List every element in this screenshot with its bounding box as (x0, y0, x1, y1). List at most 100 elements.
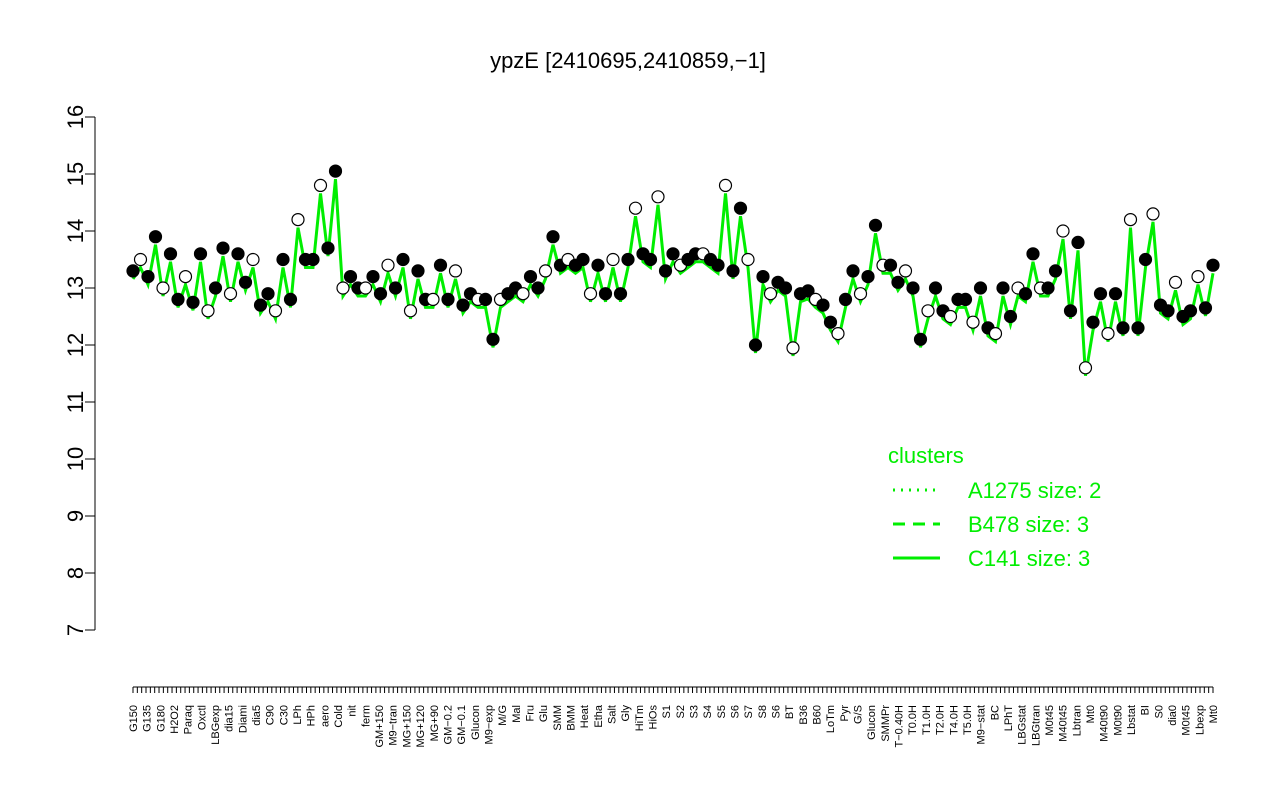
x-tick-label: C30 (278, 705, 290, 725)
data-point (898, 264, 913, 278)
data-point (748, 338, 763, 352)
x-tick-label: B60 (812, 705, 824, 725)
x-tick-label: LPh (292, 705, 304, 725)
y-axis: 7 8 9 10 11 12 13 14 15 16 (63, 105, 96, 636)
data-point (531, 281, 545, 295)
data-point (1101, 327, 1115, 341)
x-tick-label: Pyr (839, 705, 851, 722)
data-point (201, 304, 215, 318)
x-tick-label: dia15 (224, 705, 236, 732)
y-tick-label: 13 (63, 276, 88, 300)
data-point (928, 281, 943, 295)
x-tick-label: Lbtran (1071, 705, 1083, 736)
data-point (306, 252, 320, 267)
data-point (628, 201, 643, 215)
data-point (1093, 287, 1108, 301)
data-point (966, 315, 980, 329)
x-tick-label: GM+150 (374, 705, 386, 748)
y-tick-label: 10 (63, 447, 88, 471)
data-point (613, 287, 628, 301)
x-tick-label: S5 (716, 705, 728, 718)
data-point (283, 292, 298, 306)
x-tick-label: Lbexp (1194, 705, 1206, 735)
data-point (786, 341, 800, 355)
data-point (891, 275, 905, 289)
x-tick-label: dia0 (1167, 705, 1179, 726)
data-point (381, 258, 395, 272)
x-tick-label: Glucon (866, 705, 878, 740)
data-point (321, 241, 335, 255)
x-tick-label: T0.0H (907, 705, 919, 735)
data-point (193, 247, 208, 261)
data-point (778, 281, 793, 295)
data-point (726, 264, 740, 278)
x-tick-label: Diami (237, 705, 249, 733)
legend-label: A1275 size: 2 (968, 478, 1101, 503)
data-point (1123, 213, 1138, 227)
data-point (336, 281, 350, 295)
x-axis: G150 G135 G180 H2O2 Paraq Oxctl LBGexp dia15 Dia… (128, 686, 1220, 748)
x-tick-label: Gly (620, 705, 632, 722)
x-tick-label: M9−exp (483, 705, 495, 744)
legend: clusters A1275 size: 2 B478 size: 3 C141 s… (888, 443, 1101, 571)
cluster-line (131, 178, 1215, 377)
data-point (823, 315, 838, 329)
data-point (666, 247, 680, 261)
data-point (1018, 287, 1033, 301)
x-tick-label: ferm (360, 705, 372, 727)
x-tick-label: HiTm (634, 705, 646, 731)
data-point (741, 252, 755, 267)
data-point (433, 258, 448, 272)
x-tick-label: S7 (743, 705, 755, 718)
data-point (538, 264, 553, 278)
y-tick-label: 15 (63, 162, 88, 186)
legend-label: B478 size: 3 (968, 512, 1089, 537)
data-point (988, 327, 1003, 341)
x-tick-label: B36 (798, 705, 810, 725)
data-point (268, 304, 283, 318)
data-point (1026, 247, 1040, 261)
x-tick-label: Paraq (183, 705, 195, 734)
x-tick-label: BT (784, 705, 796, 719)
data-point (141, 270, 155, 284)
data-point (546, 230, 560, 244)
x-tick-label: HPh (306, 705, 318, 726)
data-point (801, 284, 815, 298)
data-point (958, 292, 973, 306)
x-tick-label: LBGexp (210, 705, 222, 745)
data-point (426, 292, 440, 306)
data-point (1063, 304, 1078, 318)
x-tick-label: M/G (497, 705, 509, 726)
y-tick-label: 8 (63, 567, 88, 579)
data-point (913, 332, 928, 346)
data-point (403, 304, 418, 318)
data-point (1048, 264, 1063, 278)
x-tick-label: Mal (511, 705, 523, 723)
data-point (651, 190, 665, 204)
data-point (1206, 258, 1220, 272)
x-tick-label: M9−tran (388, 705, 400, 746)
data-point (373, 287, 388, 301)
data-point (261, 287, 275, 301)
data-point (606, 252, 620, 267)
x-tick-label: M0t45 (1044, 705, 1056, 736)
data-point (718, 178, 733, 192)
x-tick-label: Fru (524, 705, 536, 722)
data-point (1041, 281, 1055, 295)
data-point (943, 309, 958, 324)
data-point (216, 241, 230, 255)
data-point (883, 258, 898, 272)
x-tick-label: SMMPr (880, 705, 892, 742)
x-tick-label: S2 (675, 705, 687, 718)
x-tick-label: Oxctl (196, 705, 208, 730)
data-point (1108, 287, 1123, 301)
x-tick-label: S1 (661, 705, 673, 718)
data-point (126, 264, 140, 278)
x-tick-label: C90 (265, 705, 277, 725)
x-tick-label: BC (989, 705, 1001, 720)
data-point (313, 178, 328, 192)
data-point (583, 287, 598, 301)
y-tick-label: 7 (63, 624, 88, 636)
data-point (456, 298, 470, 312)
